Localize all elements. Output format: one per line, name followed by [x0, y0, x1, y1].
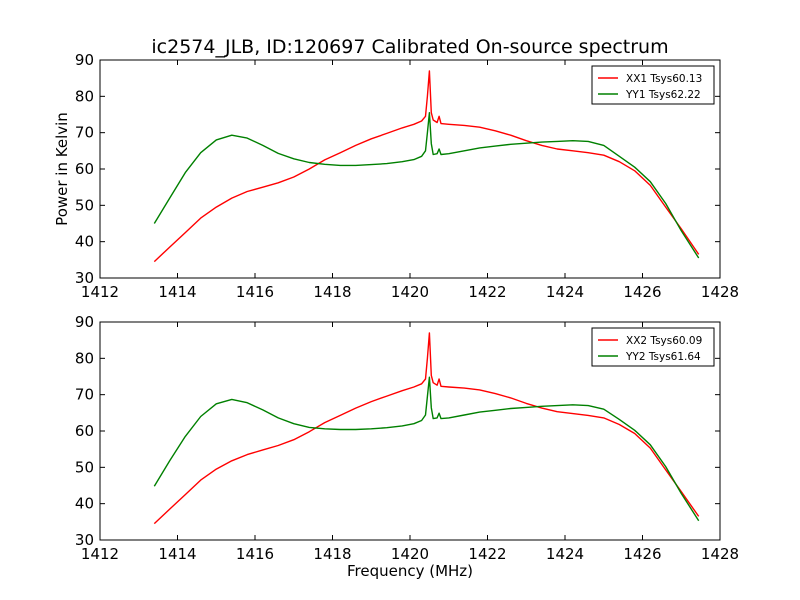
y-tick-label: 60 — [75, 422, 94, 440]
x-tick-label: 1420 — [391, 545, 429, 563]
series-line-2 — [153, 111, 700, 259]
x-tick-label: 1412 — [81, 283, 119, 301]
y-tick-label: 60 — [75, 160, 94, 178]
legend-label: XX2 Tsys60.09 — [626, 335, 702, 347]
y-tick-label: 80 — [75, 87, 94, 105]
x-tick-label: 1426 — [623, 283, 661, 301]
legend-box — [591, 327, 715, 367]
y-tick-label: 70 — [75, 124, 94, 142]
y-tick-label: 40 — [75, 495, 94, 513]
y-tick-label: 50 — [75, 196, 94, 214]
x-tick-label: 1416 — [236, 283, 274, 301]
x-tick-label: 1422 — [468, 283, 506, 301]
x-axis-label: Frequency (MHz) — [347, 562, 473, 580]
y-tick-label: 30 — [75, 269, 94, 287]
series-line-1 — [153, 70, 700, 263]
y-tick-label: 70 — [75, 386, 94, 404]
x-tick-label: 1424 — [546, 283, 584, 301]
legend-box — [591, 65, 715, 105]
bottom-panel: 1412 1414 1416 1418 1420 1422 1424 1426 1428 30 40… — [75, 313, 739, 580]
legend: XX2 Tsys60.09 YY2 Tsys61.64 — [591, 327, 715, 367]
legend-label: YY2 Tsys61.64 — [625, 351, 701, 363]
x-tick-label: 1414 — [158, 545, 196, 563]
legend: XX1 Tsys60.13 YY1 Tsys62.22 — [591, 65, 715, 105]
top-panel: 1412 1414 1416 1418 1420 1422 1424 1426 1428 30 40… — [53, 51, 739, 301]
y-tick-label: 50 — [75, 458, 94, 476]
x-tick-label: 1414 — [158, 283, 196, 301]
y-tick-label: 30 — [75, 531, 94, 549]
x-tick-label: 1422 — [468, 545, 506, 563]
x-tick-label: 1412 — [81, 545, 119, 563]
chart-title: ic2574_JLB, ID:120697 Calibrated On-sour… — [151, 36, 668, 58]
x-tick-label: 1420 — [391, 283, 429, 301]
x-tick-label: 1424 — [546, 545, 584, 563]
x-tick-label: 1418 — [313, 545, 351, 563]
x-tick-label: 1426 — [623, 545, 661, 563]
series-line-1 — [153, 332, 700, 525]
y-tick-label: 40 — [75, 233, 94, 251]
x-tick-label: 1416 — [236, 545, 274, 563]
x-tick-label: 1428 — [701, 545, 739, 563]
x-tick-label: 1418 — [313, 283, 351, 301]
y-tick-label: 80 — [75, 349, 94, 367]
series-line-2 — [153, 376, 700, 522]
y-tick-label: 90 — [75, 313, 94, 331]
x-tick-label: 1428 — [701, 283, 739, 301]
legend-label: YY1 Tsys62.22 — [625, 89, 701, 101]
legend-label: XX1 Tsys60.13 — [626, 73, 702, 85]
y-tick-label: 90 — [75, 51, 94, 69]
y-axis-label: Power in Kelvin — [53, 112, 71, 226]
